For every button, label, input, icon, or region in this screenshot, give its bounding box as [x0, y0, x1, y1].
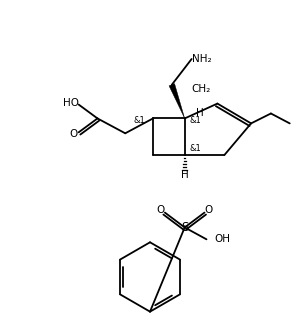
Polygon shape	[169, 84, 185, 118]
Text: H: H	[181, 170, 188, 180]
Text: &1: &1	[133, 116, 145, 125]
Text: OH: OH	[215, 234, 230, 244]
Text: NH₂: NH₂	[191, 54, 211, 64]
Text: CH₂: CH₂	[191, 84, 211, 94]
Text: O: O	[157, 205, 165, 214]
Text: O: O	[204, 205, 213, 214]
Text: &1: &1	[190, 144, 201, 153]
Text: &1: &1	[190, 116, 201, 125]
Text: H: H	[196, 109, 203, 118]
Text: O: O	[70, 129, 78, 139]
Text: S: S	[181, 221, 188, 234]
Text: HO: HO	[63, 98, 79, 108]
